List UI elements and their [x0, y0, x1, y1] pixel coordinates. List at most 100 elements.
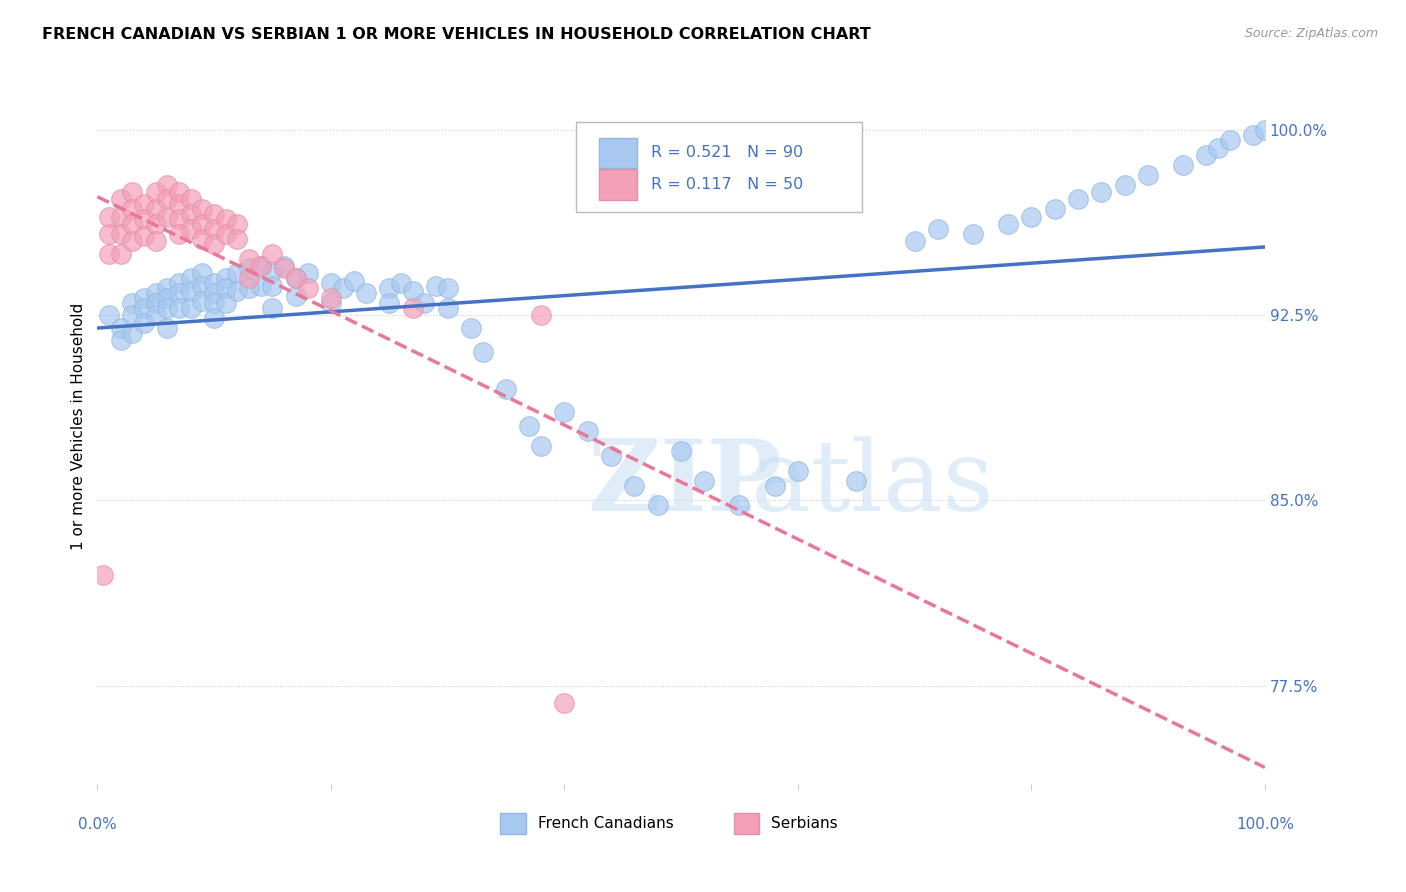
FancyBboxPatch shape — [599, 169, 637, 200]
Point — [191, 217, 214, 231]
Point — [156, 281, 179, 295]
Point — [191, 232, 214, 246]
Point — [763, 478, 786, 492]
Point — [180, 207, 202, 221]
Point — [167, 301, 190, 315]
Point — [202, 207, 225, 221]
Text: Source: ZipAtlas.com: Source: ZipAtlas.com — [1244, 27, 1378, 40]
Point — [167, 227, 190, 241]
Point — [121, 185, 143, 199]
Point — [132, 291, 155, 305]
Point — [284, 271, 307, 285]
Point — [249, 259, 271, 273]
Point — [226, 217, 249, 231]
Point — [401, 301, 423, 315]
Point — [495, 383, 517, 397]
Point — [1137, 168, 1160, 182]
Point — [962, 227, 984, 241]
Point — [517, 419, 540, 434]
Point — [319, 277, 342, 291]
Point — [297, 266, 319, 280]
Point — [121, 326, 143, 340]
FancyBboxPatch shape — [734, 813, 759, 834]
Point — [284, 288, 307, 302]
Point — [460, 320, 482, 334]
Point — [623, 478, 645, 492]
Point — [389, 277, 412, 291]
Point — [530, 439, 553, 453]
Point — [121, 202, 143, 217]
Point — [1206, 140, 1229, 154]
Point — [471, 345, 494, 359]
Point — [436, 301, 458, 315]
Point — [1171, 158, 1194, 172]
Point — [121, 217, 143, 231]
Point — [1090, 185, 1112, 199]
Point — [132, 197, 155, 211]
Point — [156, 301, 179, 315]
Point — [1114, 178, 1136, 192]
Point — [262, 246, 284, 260]
Point — [145, 296, 167, 310]
Point — [238, 261, 260, 276]
Point — [1067, 192, 1090, 206]
Text: ZIP: ZIP — [588, 435, 783, 533]
Point — [145, 202, 167, 217]
Point — [413, 296, 436, 310]
Point — [215, 271, 238, 285]
Point — [576, 425, 599, 439]
Point — [132, 229, 155, 244]
Text: Serbians: Serbians — [770, 816, 838, 831]
Text: R = 0.117   N = 50: R = 0.117 N = 50 — [651, 177, 803, 192]
Point — [180, 271, 202, 285]
Point — [927, 222, 949, 236]
Point — [553, 404, 575, 418]
Point — [110, 320, 132, 334]
Point — [273, 261, 295, 276]
Point — [215, 296, 238, 310]
Point — [121, 235, 143, 249]
Point — [110, 333, 132, 347]
Point — [647, 499, 669, 513]
Point — [145, 235, 167, 249]
Point — [191, 266, 214, 280]
Point — [728, 499, 751, 513]
Point — [145, 185, 167, 199]
Point — [215, 212, 238, 227]
Point — [425, 278, 447, 293]
Point — [121, 309, 143, 323]
Point — [167, 185, 190, 199]
Point — [191, 278, 214, 293]
Point — [110, 210, 132, 224]
Point — [167, 197, 190, 211]
Point — [401, 284, 423, 298]
Point — [191, 293, 214, 308]
Point — [262, 264, 284, 278]
Text: 100.0%: 100.0% — [1236, 816, 1294, 831]
Point — [156, 210, 179, 224]
Point — [202, 277, 225, 291]
Point — [98, 246, 121, 260]
Point — [132, 316, 155, 330]
Point — [226, 232, 249, 246]
Point — [145, 286, 167, 301]
Point — [332, 281, 354, 295]
Point — [238, 271, 260, 285]
Point — [180, 284, 202, 298]
Point — [1195, 148, 1218, 162]
Point — [600, 449, 623, 463]
Point — [297, 281, 319, 295]
Point — [319, 296, 342, 310]
Point — [226, 266, 249, 280]
Point — [669, 444, 692, 458]
Text: FRENCH CANADIAN VS SERBIAN 1 OR MORE VEHICLES IN HOUSEHOLD CORRELATION CHART: FRENCH CANADIAN VS SERBIAN 1 OR MORE VEH… — [42, 27, 870, 42]
Point — [121, 296, 143, 310]
FancyBboxPatch shape — [599, 138, 637, 168]
Text: R = 0.521   N = 90: R = 0.521 N = 90 — [651, 145, 803, 161]
Y-axis label: 1 or more Vehicles in Household: 1 or more Vehicles in Household — [72, 302, 86, 550]
Point — [167, 212, 190, 227]
Point — [156, 178, 179, 192]
Point — [1219, 133, 1241, 147]
Point — [215, 227, 238, 241]
Text: atlas: atlas — [751, 436, 994, 532]
